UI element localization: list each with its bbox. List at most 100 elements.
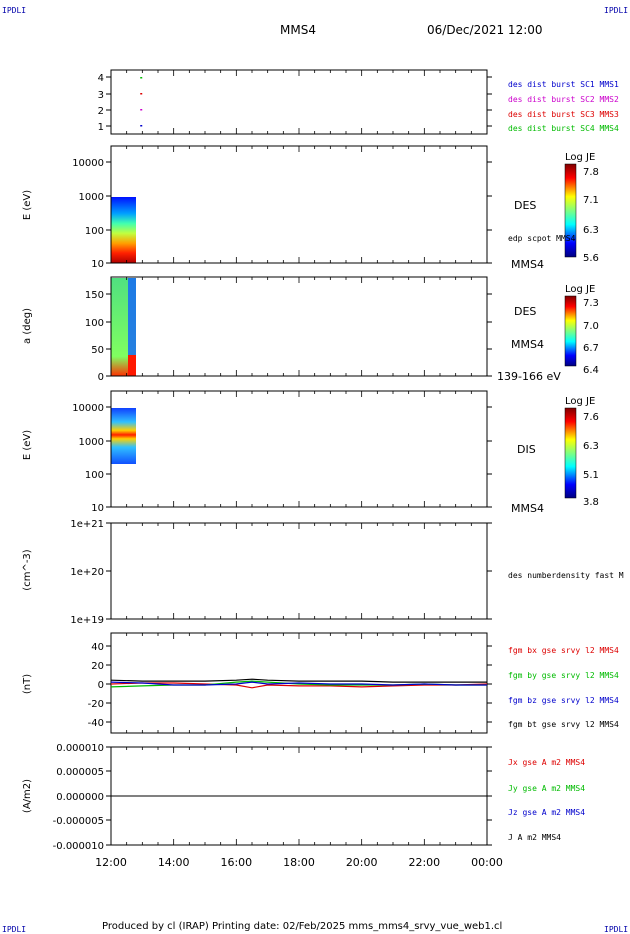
colorbar-tick: 6.4 — [583, 365, 599, 376]
y-tick-label: -0.000005 — [53, 816, 104, 827]
y-tick-label: 1000 — [79, 437, 104, 448]
burst-marker — [140, 109, 143, 111]
legend-burst-mms3: des dist burst SC3 MMS3 — [508, 110, 619, 119]
colorbar-tick: 7.8 — [583, 167, 599, 178]
colorbar-tick: 7.1 — [583, 195, 599, 206]
panel-frame — [110, 522, 488, 620]
y-tick-label: 3 — [98, 90, 104, 101]
y-tick-label: 10 — [91, 259, 104, 270]
panel-frame — [110, 145, 488, 264]
colorbar-tick: 6.3 — [583, 225, 599, 236]
y-tick-label: 100 — [85, 226, 104, 237]
x-tick-label: 18:00 — [283, 856, 315, 869]
panel-label-mms4: MMS4 — [511, 338, 544, 351]
colorbar-des-energy: Log JE 7.8 7.1 6.3 5.6 — [564, 152, 599, 264]
colorbar-tick: 7.3 — [583, 298, 599, 309]
corner-label-top-left: IPDLI — [2, 6, 26, 15]
panel-label-mms4: MMS4 — [511, 502, 544, 515]
legend-bz: fgm bz gse srvy l2 MMS4 — [508, 696, 619, 705]
panel-frame — [110, 390, 488, 508]
dis-energy-spectrogram-block — [111, 408, 136, 464]
y-tick-label: 10 — [91, 503, 104, 514]
legend-burst-mms1: des dist burst SC1 MMS1 — [508, 80, 619, 89]
y-axis-label: a (deg) — [22, 308, 33, 344]
y-tick-label: 4 — [98, 73, 104, 84]
y-tick-label: 0 — [98, 680, 104, 691]
corner-label-top-right: IPDLI — [604, 6, 628, 15]
y-tick-label: 20 — [91, 661, 104, 672]
legend-by: fgm by gse srvy l2 MMS4 — [508, 671, 619, 680]
x-tick-label: 20:00 — [346, 856, 378, 869]
legend-jx: Jx gse A m2 MMS4 — [508, 758, 585, 767]
y-tick-label: 50 — [91, 345, 104, 356]
legend-bt: fgm bt gse srvy l2 MMS4 — [508, 720, 619, 729]
y-tick-label: 0 — [98, 372, 104, 383]
panel-label-des: DES — [514, 199, 536, 212]
legend-bx: fgm bx gse srvy l2 MMS4 — [508, 646, 619, 655]
panel-frame — [110, 69, 488, 135]
y-axis-label: (A/m2) — [22, 779, 33, 813]
burst-marker — [140, 77, 143, 79]
burst-marker — [140, 125, 143, 127]
legend-jz: Jz gse A m2 MMS4 — [508, 808, 585, 817]
panel-label-des: DES — [514, 305, 536, 318]
legend-burst-mms2: des dist burst SC2 MMS2 — [508, 95, 619, 104]
x-tick-label: 00:00 — [471, 856, 503, 869]
burst-marker — [140, 93, 143, 95]
x-tick-label: 14:00 — [158, 856, 190, 869]
panel-label-energy-range: 139-166 eV — [497, 370, 561, 383]
x-tick-label: 16:00 — [220, 856, 252, 869]
y-tick-label: 1e+19 — [70, 615, 104, 626]
des-pitch-angle-right-strip — [128, 278, 136, 376]
panel-frame — [110, 276, 488, 377]
y-tick-label: 1e+21 — [70, 519, 104, 530]
colorbar-title-des-energy: Log JE — [565, 152, 595, 163]
legend-jy: Jy gse A m2 MMS4 — [508, 784, 585, 793]
y-tick-label: 40 — [91, 642, 104, 653]
y-axis-label: (cm^-3) — [22, 549, 33, 590]
legend-density: des numberdensity fast M — [508, 571, 624, 580]
colorbar-title-dis-energy: Log JE — [565, 396, 595, 407]
y-axis-label: E (eV) — [22, 430, 33, 460]
y-tick-label: -0.000010 — [53, 841, 104, 852]
corner-label-bottom-left: IPDLI — [2, 925, 26, 934]
panel-label-edp-scpot: edp scpot MMS4 — [508, 234, 576, 243]
colorbar-tick: 3.8 — [583, 497, 599, 508]
y-tick-label: 100 — [85, 470, 104, 481]
mag-field-line — [110, 681, 487, 686]
y-tick-label: 10000 — [72, 158, 104, 169]
spacecraft-title: MMS4 — [280, 23, 316, 37]
y-tick-label: 0.000010 — [56, 743, 104, 754]
colorbar-tick: 5.6 — [583, 253, 599, 264]
footer-credit: Produced by cl (IRAP) Printing date: 02/… — [102, 921, 502, 932]
y-tick-label: 10000 — [72, 403, 104, 414]
colorbar-tick: 5.1 — [583, 470, 599, 481]
colorbar-tick: 7.6 — [583, 412, 599, 423]
y-tick-label: 150 — [85, 290, 104, 301]
y-tick-label: 0.000005 — [56, 767, 104, 778]
plot-date: 06/Dec/2021 12:00 — [427, 23, 543, 37]
y-tick-label: -40 — [88, 718, 104, 729]
colorbar-tick: 6.7 — [583, 343, 599, 354]
y-axis-label: (nT) — [22, 674, 33, 694]
colorbar-tick: 6.3 — [583, 441, 599, 452]
y-tick-label: 1 — [98, 122, 104, 133]
des-pitch-angle-low-strip — [128, 355, 136, 376]
x-tick-label: 22:00 — [408, 856, 440, 869]
y-tick-label: 1e+20 — [70, 567, 104, 578]
des-energy-spectrogram-block — [111, 197, 136, 263]
legend-burst-mms4: des dist burst SC4 MMS4 — [508, 124, 619, 133]
panel-label-mms4: MMS4 — [511, 258, 544, 271]
y-tick-label: 100 — [85, 318, 104, 329]
y-axis-label: E (eV) — [22, 190, 33, 220]
colorbar-dis-energy: Log JE 7.6 6.3 5.1 3.8 — [564, 396, 599, 508]
colorbar-des-pitch: Log JE 7.3 7.0 6.7 6.4 — [564, 284, 599, 376]
y-tick-label: -20 — [88, 699, 104, 710]
y-tick-label: 0.000000 — [56, 792, 104, 803]
corner-label-bottom-right: IPDLI — [604, 925, 628, 934]
y-tick-label: 1000 — [79, 192, 104, 203]
legend-j: J A m2 MMS4 — [508, 833, 561, 842]
panel-label-dis: DIS — [517, 443, 536, 456]
x-tick-label: 12:00 — [95, 856, 127, 869]
mag-field-line — [110, 678, 487, 683]
